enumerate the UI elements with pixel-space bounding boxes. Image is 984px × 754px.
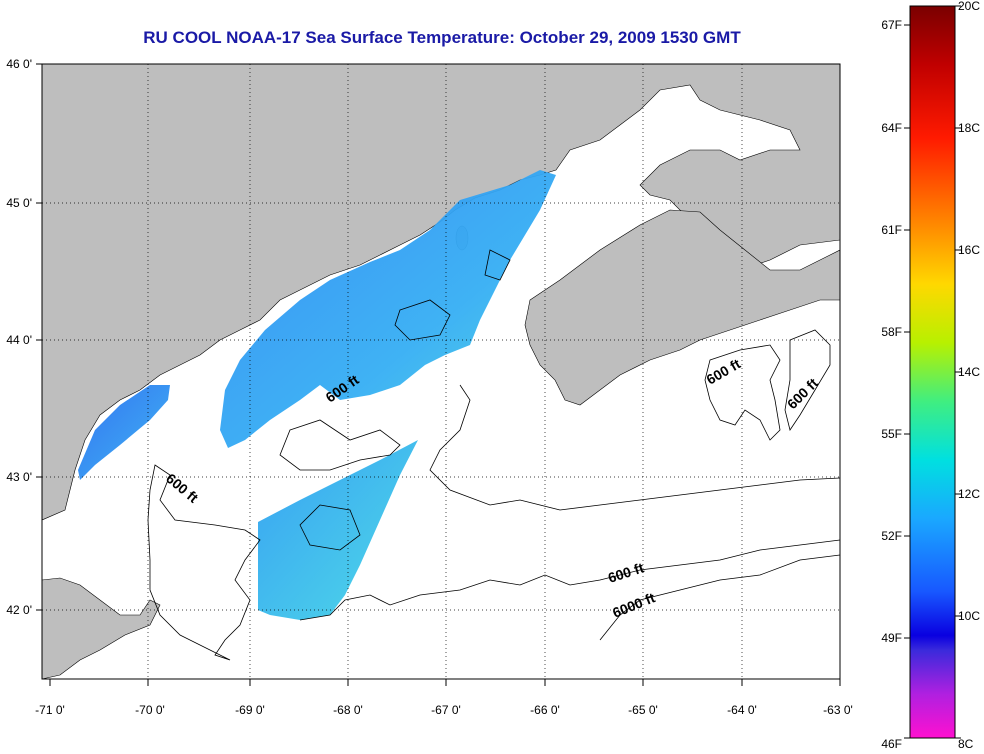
map-title: RU COOL NOAA-17 Sea Surface Temperature:… <box>143 28 741 47</box>
lon-tick: -66 0' <box>530 703 560 717</box>
bathymetry-contours <box>147 249 840 661</box>
colorbar-f-label: 64F <box>881 121 902 135</box>
lat-tick: 44 0' <box>6 333 32 347</box>
lon-tick: -68 0' <box>333 703 363 717</box>
colorbar-f-label: 61F <box>881 223 902 237</box>
lon-tick: -71 0' <box>35 703 65 717</box>
colorbar-f-label: 46F <box>881 737 902 751</box>
colorbar-f-label: 67F <box>881 18 902 32</box>
sst-swath-south <box>258 440 418 620</box>
lat-tick: 43 0' <box>6 470 32 484</box>
land-new-england <box>42 64 840 521</box>
sst-swath-main <box>220 170 556 448</box>
lon-tick: -63 0' <box>823 703 853 717</box>
lon-tick: -69 0' <box>235 703 265 717</box>
lon-tick: -65 0' <box>628 703 658 717</box>
lon-tick: -67 0' <box>431 703 461 717</box>
lat-tick: 46 0' <box>6 57 32 71</box>
colorbar-f-label: 58F <box>881 325 902 339</box>
colorbar-f-label: 49F <box>881 631 902 645</box>
lon-tick: -70 0' <box>135 703 165 717</box>
colorbar-c-label: 16C <box>958 243 980 257</box>
colorbar-c-label: 18C <box>958 121 980 135</box>
lat-tick: 45 0' <box>6 196 32 210</box>
colorbar-f-label: 52F <box>881 529 902 543</box>
colorbar-c-label: 20C <box>958 0 980 13</box>
colorbar-c-label: 10C <box>958 609 980 623</box>
colorbar-c-label: 14C <box>958 365 980 379</box>
lon-tick: -64 0' <box>727 703 757 717</box>
colorbar-c-label: 8C <box>958 737 974 751</box>
land-nova-scotia <box>524 209 840 406</box>
lat-tick: 42 0' <box>6 603 32 617</box>
graticule <box>42 64 840 679</box>
colorbar-f-label: 55F <box>881 427 902 441</box>
sst-swath-coast <box>78 385 170 480</box>
land-cape-cod <box>42 577 161 679</box>
colorbar-c-label: 12C <box>958 487 980 501</box>
